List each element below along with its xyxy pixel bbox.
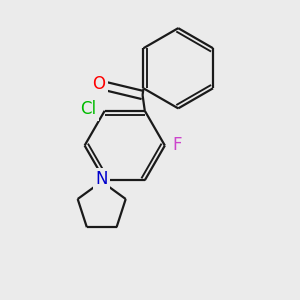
Text: Cl: Cl (80, 100, 96, 118)
Text: O: O (92, 75, 105, 93)
Text: F: F (172, 136, 182, 154)
Text: N: N (95, 170, 108, 188)
